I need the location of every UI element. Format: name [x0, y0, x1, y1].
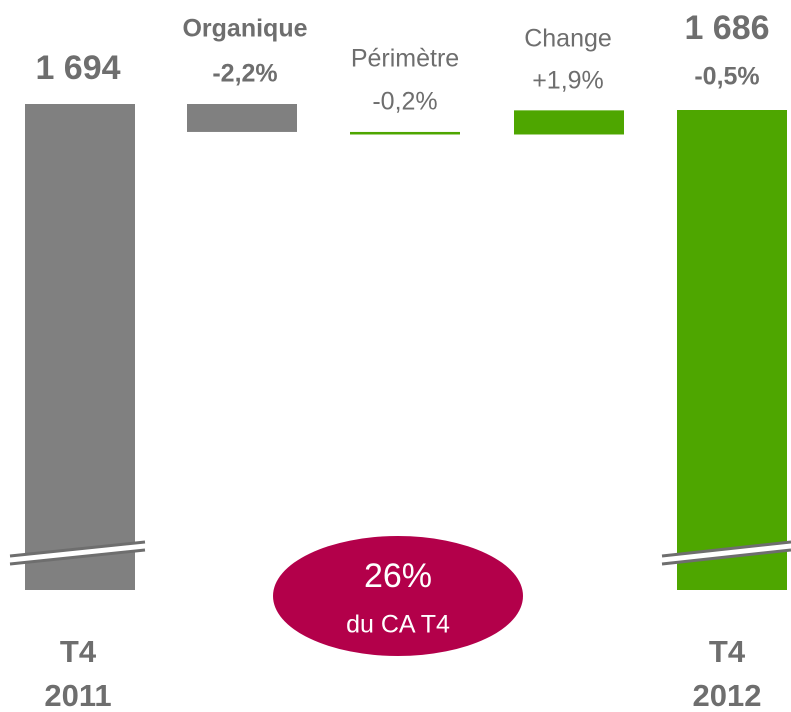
x-tick-label: T4 2011	[44, 634, 112, 712]
x-tick-label: T4 2012	[692, 634, 762, 712]
axis-break	[9, 540, 146, 558]
axis-break	[662, 542, 791, 564]
value-label: 1 686	[684, 9, 769, 47]
bar	[25, 104, 135, 590]
annotation-value: 26%	[364, 557, 432, 595]
step-name: Périmètre	[351, 45, 459, 73]
axis-break	[10, 542, 145, 564]
bar	[677, 110, 787, 590]
axis-break	[9, 548, 146, 566]
value-label: +1,9%	[532, 67, 604, 95]
step-name: Organique	[182, 15, 307, 43]
bar	[187, 104, 297, 132]
axis-break	[661, 540, 791, 558]
bar	[514, 110, 624, 135]
value-label: -0,2%	[372, 88, 437, 116]
step-name: Change	[524, 25, 612, 53]
value-label: -2,2%	[212, 60, 277, 88]
annotation-text: du CA T4	[346, 611, 450, 639]
bar	[350, 131, 460, 135]
annotation-badge	[273, 536, 523, 656]
value-label: 1 694	[35, 49, 120, 87]
change-label: -0,5%	[694, 63, 759, 91]
axis-break	[661, 548, 791, 566]
